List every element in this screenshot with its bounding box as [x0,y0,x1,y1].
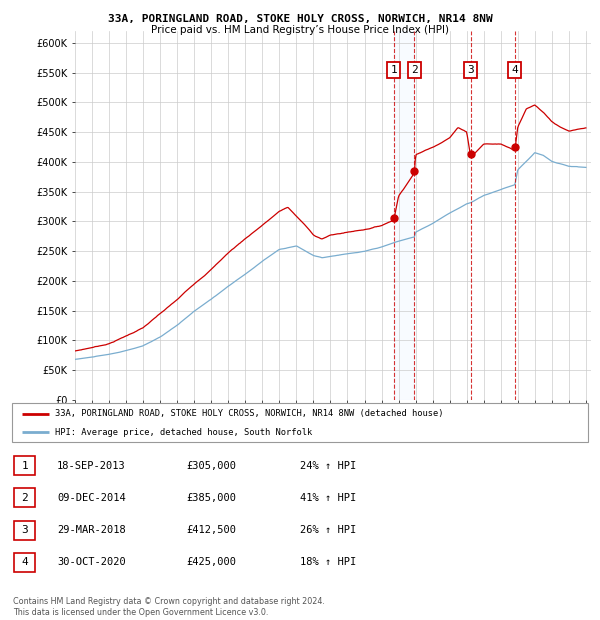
Text: 09-DEC-2014: 09-DEC-2014 [57,493,126,503]
Text: 2: 2 [411,64,418,74]
Text: £385,000: £385,000 [186,493,236,503]
Text: £425,000: £425,000 [186,557,236,567]
Bar [394,31,415,400]
Text: 26% ↑ HPI: 26% ↑ HPI [300,525,356,535]
Text: 18-SEP-2013: 18-SEP-2013 [57,461,126,471]
Text: 29-MAR-2018: 29-MAR-2018 [57,525,126,535]
FancyBboxPatch shape [14,489,35,507]
Text: HPI: Average price, detached house, South Norfolk: HPI: Average price, detached house, Sout… [55,428,313,437]
Text: 30-OCT-2020: 30-OCT-2020 [57,557,126,567]
Text: 1: 1 [391,64,397,74]
Text: 41% ↑ HPI: 41% ↑ HPI [300,493,356,503]
Text: Price paid vs. HM Land Registry’s House Price Index (HPI): Price paid vs. HM Land Registry’s House … [151,25,449,35]
Text: 33A, PORINGLAND ROAD, STOKE HOLY CROSS, NORWICH, NR14 8NW (detached house): 33A, PORINGLAND ROAD, STOKE HOLY CROSS, … [55,409,444,418]
Text: 33A, PORINGLAND ROAD, STOKE HOLY CROSS, NORWICH, NR14 8NW: 33A, PORINGLAND ROAD, STOKE HOLY CROSS, … [107,14,493,24]
Text: 2: 2 [21,493,28,503]
Text: 18% ↑ HPI: 18% ↑ HPI [300,557,356,567]
Text: 4: 4 [21,557,28,567]
FancyBboxPatch shape [14,521,35,539]
Text: 3: 3 [467,64,474,74]
Text: 1: 1 [21,461,28,471]
FancyBboxPatch shape [12,403,588,442]
FancyBboxPatch shape [14,553,35,572]
Text: £412,500: £412,500 [186,525,236,535]
Text: 3: 3 [21,525,28,535]
Text: £305,000: £305,000 [186,461,236,471]
Text: 24% ↑ HPI: 24% ↑ HPI [300,461,356,471]
Text: 4: 4 [512,64,518,74]
Text: Contains HM Land Registry data © Crown copyright and database right 2024.
This d: Contains HM Land Registry data © Crown c… [13,598,325,617]
FancyBboxPatch shape [14,456,35,475]
